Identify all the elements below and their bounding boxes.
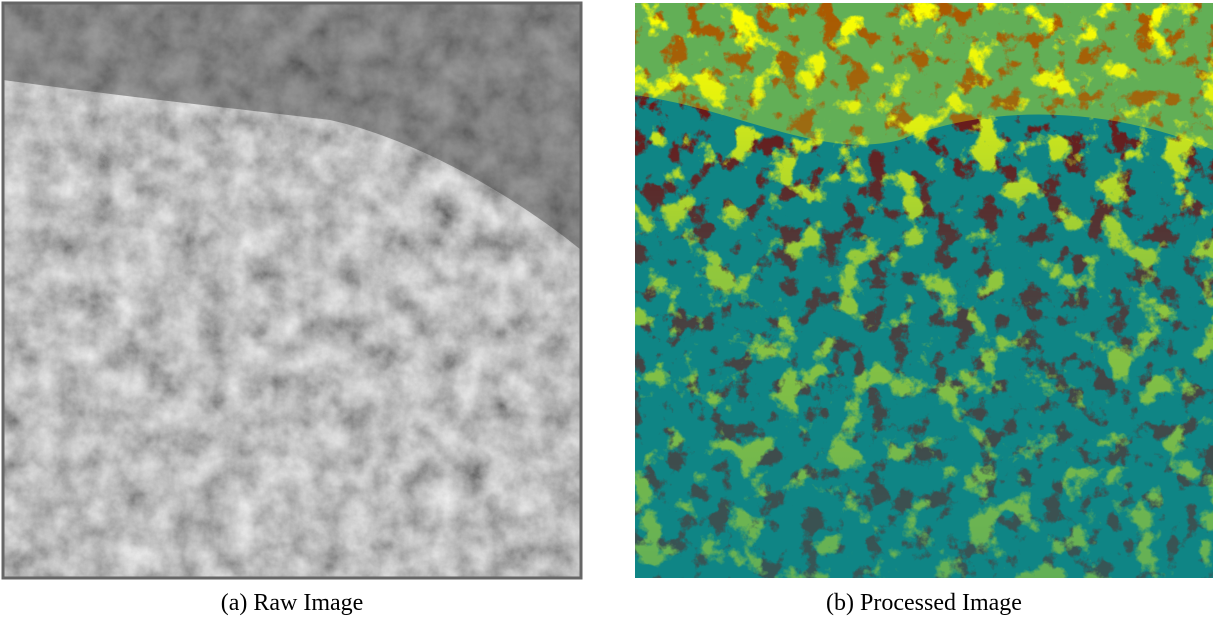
- figure: (a) Raw Image (b) Processed Image: [0, 0, 1214, 617]
- processed-image: [635, 3, 1213, 578]
- raw-image: [3, 3, 581, 578]
- caption: (b) Processed Image: [826, 590, 1022, 616]
- caption: (a) Raw Image: [221, 590, 364, 616]
- page: (a) Raw Image (b) Processed Image (() =>…: [0, 0, 1214, 617]
